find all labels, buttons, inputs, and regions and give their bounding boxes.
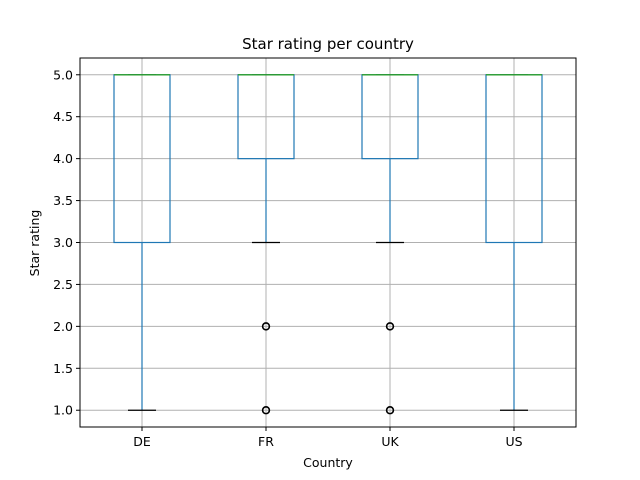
y-tick-label: 1.5 (53, 361, 73, 376)
box-uk (361, 74, 419, 415)
y-tick-label: 2.0 (53, 319, 73, 334)
x-tick-label: DE (133, 434, 151, 449)
y-tick-label: 3.0 (53, 235, 73, 250)
outlier-point (385, 406, 395, 415)
plot-frame (79, 57, 577, 428)
y-tick-label: 2.5 (53, 277, 73, 292)
axes-group: 1.0 1.5 2.0 2.5 3.0 3.5 4.0 4.5 5.0 DE FR UK US (53, 57, 577, 449)
x-tick-label: UK (381, 434, 399, 449)
y-tick-label: 3.5 (53, 193, 73, 208)
x-tick-label: US (505, 434, 522, 449)
outlier-point (385, 322, 395, 331)
y-axis-label: Star rating (27, 210, 42, 277)
box-de (113, 74, 171, 411)
y-tick-label: 4.5 (53, 109, 73, 124)
outlier-point (261, 406, 271, 415)
box-us (485, 74, 543, 411)
outlier-point (261, 322, 271, 331)
y-tick-label: 5.0 (53, 67, 73, 82)
chart-title: Star rating per country (242, 35, 414, 53)
y-tick-label: 4.0 (53, 151, 73, 166)
box-fr (237, 74, 295, 415)
boxes-group (113, 74, 543, 415)
y-tick-label: 1.0 (53, 403, 73, 418)
x-axis-label: Country (303, 455, 353, 470)
x-tick-label: FR (258, 434, 274, 449)
